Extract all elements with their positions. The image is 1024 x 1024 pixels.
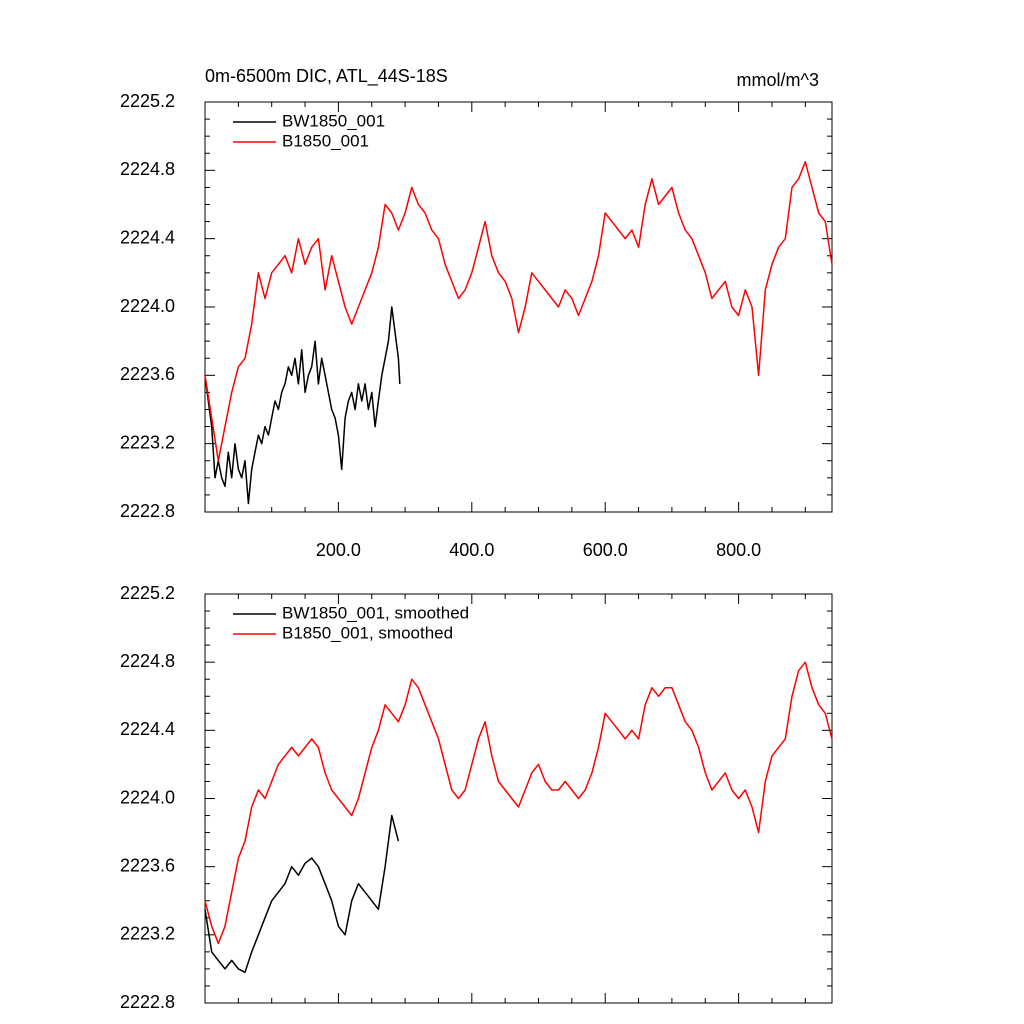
y-tick-label: 2222.8 xyxy=(120,501,175,521)
plot-area xyxy=(204,101,833,513)
y-tick-label: 2222.8 xyxy=(120,992,175,1012)
x-tick-label: 400.0 xyxy=(449,540,494,560)
series-line-1 xyxy=(204,661,833,945)
y-tick-label: 2223.6 xyxy=(120,364,175,384)
y-tick-label: 2224.4 xyxy=(120,719,175,739)
y-tick-label: 2223.2 xyxy=(120,432,175,452)
y-tick-label: 2225.2 xyxy=(120,583,175,603)
chart-title: 0m-6500m DIC, ATL_44S-18S xyxy=(205,66,448,87)
legend-label: BW1850_001 xyxy=(282,111,385,130)
y-tick-label: 2224.4 xyxy=(120,227,175,247)
x-tick-label: 600.0 xyxy=(583,540,628,560)
legend-label: B1850_001, smoothed xyxy=(282,623,453,642)
top-panel: 0m-6500m DIC, ATL_44S-18S mmol/m^3 2225.… xyxy=(120,66,833,560)
y-tick-label: 2224.8 xyxy=(120,651,175,671)
units-label: mmol/m^3 xyxy=(737,70,819,90)
series-line-0 xyxy=(204,306,401,505)
y-tick-label: 2224.0 xyxy=(120,787,175,807)
x-tick-label: 200.0 xyxy=(316,540,361,560)
y-tick-label: 2223.6 xyxy=(120,855,175,875)
series-line-1 xyxy=(204,161,833,462)
bottom-panel: 2225.2 2224.8 2224.4 2224.0 2223.6 2223.2 2222… xyxy=(120,583,833,1012)
legend-label: BW1850_001, smoothed xyxy=(282,603,469,622)
y-tick-label: 2223.2 xyxy=(120,924,175,944)
legend-label: B1850_001 xyxy=(282,131,369,150)
y-tick-label: 2225.2 xyxy=(120,91,175,111)
x-tick-label: 800.0 xyxy=(716,540,761,560)
y-tick-label: 2224.8 xyxy=(120,159,175,179)
y-tick-label: 2224.0 xyxy=(120,296,175,316)
series-line-0 xyxy=(204,814,400,974)
